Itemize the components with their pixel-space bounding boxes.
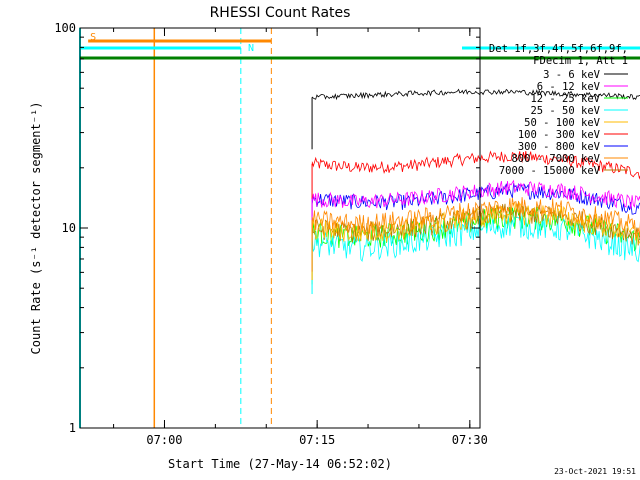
legend-header-line-2: FDecim 1, Att 1 (533, 55, 628, 67)
legend-label-1: 6 - 12 keV (537, 81, 601, 93)
series-line-25-50keV (311, 212, 640, 263)
y-tick-label: 10 (62, 221, 76, 235)
x-axis-label: Start Time (27-May-14 06:52:02) (168, 457, 392, 471)
data-layer: SNRD6RDO (79, 28, 640, 428)
y-axis-label: Count Rate (s⁻¹ detector segment⁻¹) (29, 102, 43, 355)
x-tick-label: 07:30 (452, 433, 488, 447)
x-tick-label: 07:15 (299, 433, 335, 447)
chart-title: RHESSI Count Rates (210, 5, 351, 21)
y-tick-label: 1 (69, 421, 76, 435)
series-line-3-6keV (311, 88, 640, 101)
series-line-50-100keV (311, 201, 640, 244)
series-line-100-300keV (311, 150, 640, 180)
legend-label-5: 100 - 300 keV (518, 129, 601, 141)
legend-label-2: 12 - 25 keV (530, 93, 600, 105)
legend-label-3: 25 - 50 keV (530, 105, 600, 117)
legend-label-6: 300 - 800 keV (518, 141, 601, 153)
legend-label-8: 7000 - 15000 keV (499, 165, 601, 177)
x-tick-label: 07:00 (146, 433, 182, 447)
annotation-n: N (248, 43, 254, 54)
series-line-800-7000keV (311, 197, 640, 237)
legend-label-4: 50 - 100 keV (524, 117, 601, 129)
series-line-6-12keV (311, 179, 640, 210)
y-tick-label: 100 (54, 21, 76, 35)
legend: Det 1f,3f,4f,5f,6f,9f, FDecim 1, Att 1 3… (489, 43, 628, 177)
legend-label-0: 3 - 6 keV (543, 69, 601, 81)
legend-header-line-1: Det 1f,3f,4f,5f,6f,9f, (489, 43, 628, 55)
series-line-12-25keV (311, 206, 640, 252)
annotation-s: S (90, 32, 96, 43)
axis-layer: 07:00 07:15 07:30 1 10 100 (54, 21, 488, 447)
footer-timestamp: 23-Oct-2021 19:51 (554, 467, 636, 476)
legend-label-7: 800 - 7000 keV (511, 153, 600, 165)
